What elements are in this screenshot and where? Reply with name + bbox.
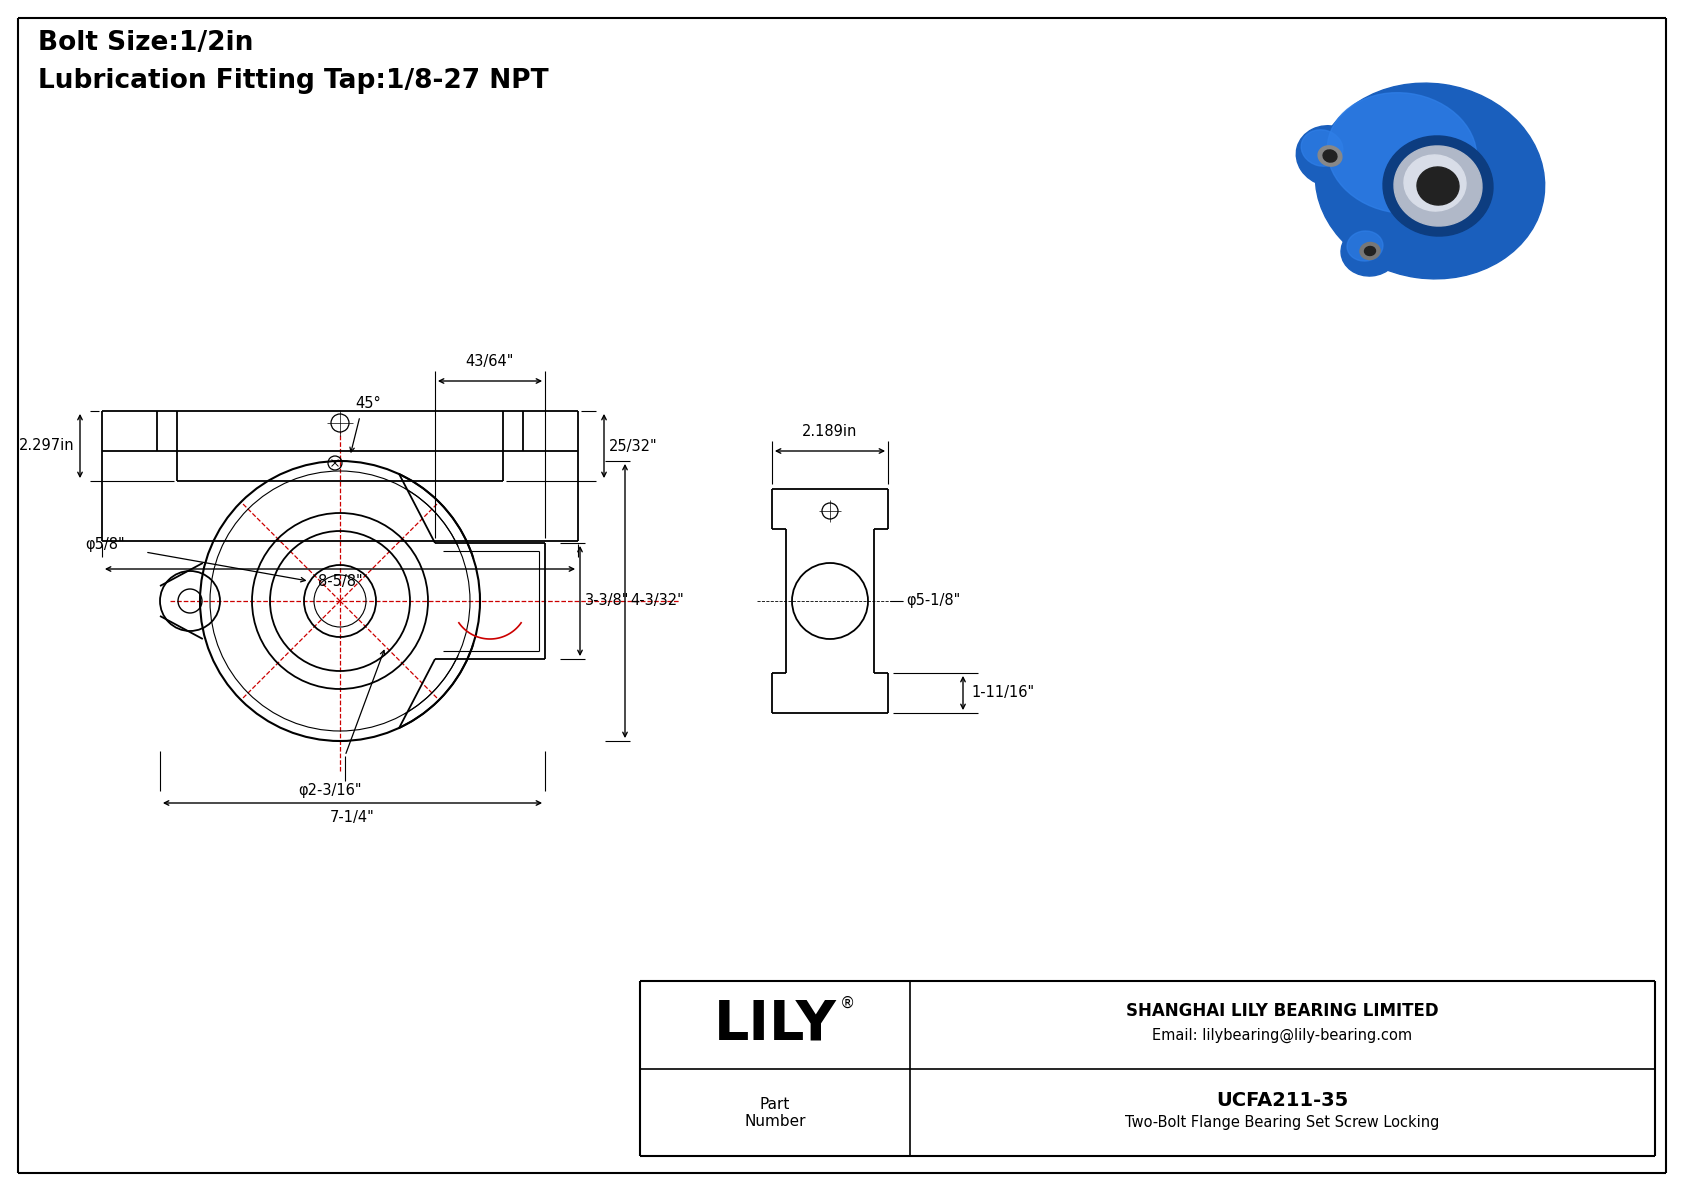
Text: 45°: 45° [355,395,381,411]
Ellipse shape [1404,155,1467,211]
Text: 7-1/4": 7-1/4" [330,810,376,825]
Ellipse shape [1297,126,1364,186]
Ellipse shape [1327,93,1477,213]
Text: 8-5/8": 8-5/8" [318,574,362,590]
Text: φ5/8": φ5/8" [86,536,125,551]
Text: SHANGHAI LILY BEARING LIMITED: SHANGHAI LILY BEARING LIMITED [1125,1002,1438,1019]
Ellipse shape [1361,243,1379,260]
Text: φ5-1/8": φ5-1/8" [906,593,960,609]
Ellipse shape [1302,130,1342,167]
Text: 1-11/16": 1-11/16" [972,686,1034,700]
Text: Lubrication Fitting Tap:1/8-27 NPT: Lubrication Fitting Tap:1/8-27 NPT [39,68,549,94]
Ellipse shape [1319,145,1342,167]
Ellipse shape [1315,83,1544,279]
Ellipse shape [1394,146,1482,226]
Text: Email: lilybearing@lily-bearing.com: Email: lilybearing@lily-bearing.com [1152,1028,1413,1042]
Text: φ2-3/16": φ2-3/16" [298,782,362,798]
Text: 3-3/8": 3-3/8" [584,593,630,609]
Ellipse shape [1324,150,1337,162]
Text: Two-Bolt Flange Bearing Set Screw Locking: Two-Bolt Flange Bearing Set Screw Lockin… [1125,1116,1440,1130]
Text: 2.189in: 2.189in [802,424,857,439]
Text: LILY: LILY [714,998,837,1052]
Text: 4-3/32": 4-3/32" [630,593,684,609]
Text: UCFA211-35: UCFA211-35 [1216,1091,1349,1110]
Ellipse shape [1383,136,1494,236]
Text: 43/64": 43/64" [466,354,514,369]
Ellipse shape [1416,167,1458,205]
Ellipse shape [1347,231,1383,261]
Ellipse shape [1364,247,1376,256]
Text: Bolt Size:1/2in: Bolt Size:1/2in [39,30,253,56]
Text: 2.297in: 2.297in [20,438,76,454]
Ellipse shape [1340,226,1399,276]
Text: Part
Number: Part Number [744,1097,805,1129]
Text: 25/32": 25/32" [610,438,658,454]
Text: ®: ® [839,996,854,1010]
